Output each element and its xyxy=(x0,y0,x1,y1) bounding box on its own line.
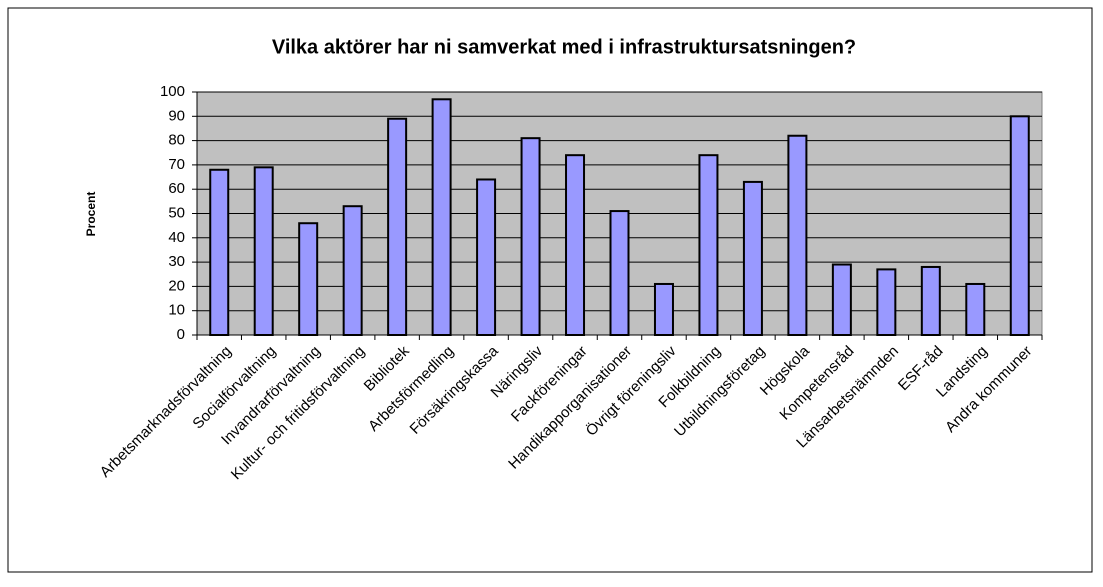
bar xyxy=(387,117,408,337)
bar xyxy=(742,180,763,336)
bar xyxy=(298,222,319,336)
y-tick-label: 0 xyxy=(177,326,185,343)
bar xyxy=(565,154,586,336)
bar xyxy=(653,282,674,336)
bar xyxy=(920,265,941,336)
bar xyxy=(876,268,897,337)
y-tick-label: 60 xyxy=(168,180,185,197)
y-tick-label: 50 xyxy=(168,204,185,221)
y-tick-label: 70 xyxy=(168,156,185,173)
y-tick-label: 90 xyxy=(168,107,185,124)
bar xyxy=(787,134,808,336)
y-tick-label: 100 xyxy=(160,83,185,100)
bar xyxy=(520,137,541,336)
bar xyxy=(476,178,497,336)
bar xyxy=(609,210,630,337)
y-tick-label: 10 xyxy=(168,302,185,319)
y-tick-label: 80 xyxy=(168,132,185,149)
y-tick-label: 40 xyxy=(168,229,185,246)
bar xyxy=(209,168,230,336)
bar xyxy=(342,205,363,336)
y-axis-label: Procent xyxy=(84,192,98,237)
bar xyxy=(253,166,274,336)
bar xyxy=(698,154,719,336)
bar xyxy=(965,282,986,336)
bar xyxy=(431,98,452,337)
chart-title: Vilka aktörer har ni samverkat med i inf… xyxy=(272,36,856,58)
bar xyxy=(1009,115,1030,336)
y-tick-label: 30 xyxy=(168,253,185,270)
bar xyxy=(831,263,852,336)
y-tick-label: 20 xyxy=(168,277,185,294)
